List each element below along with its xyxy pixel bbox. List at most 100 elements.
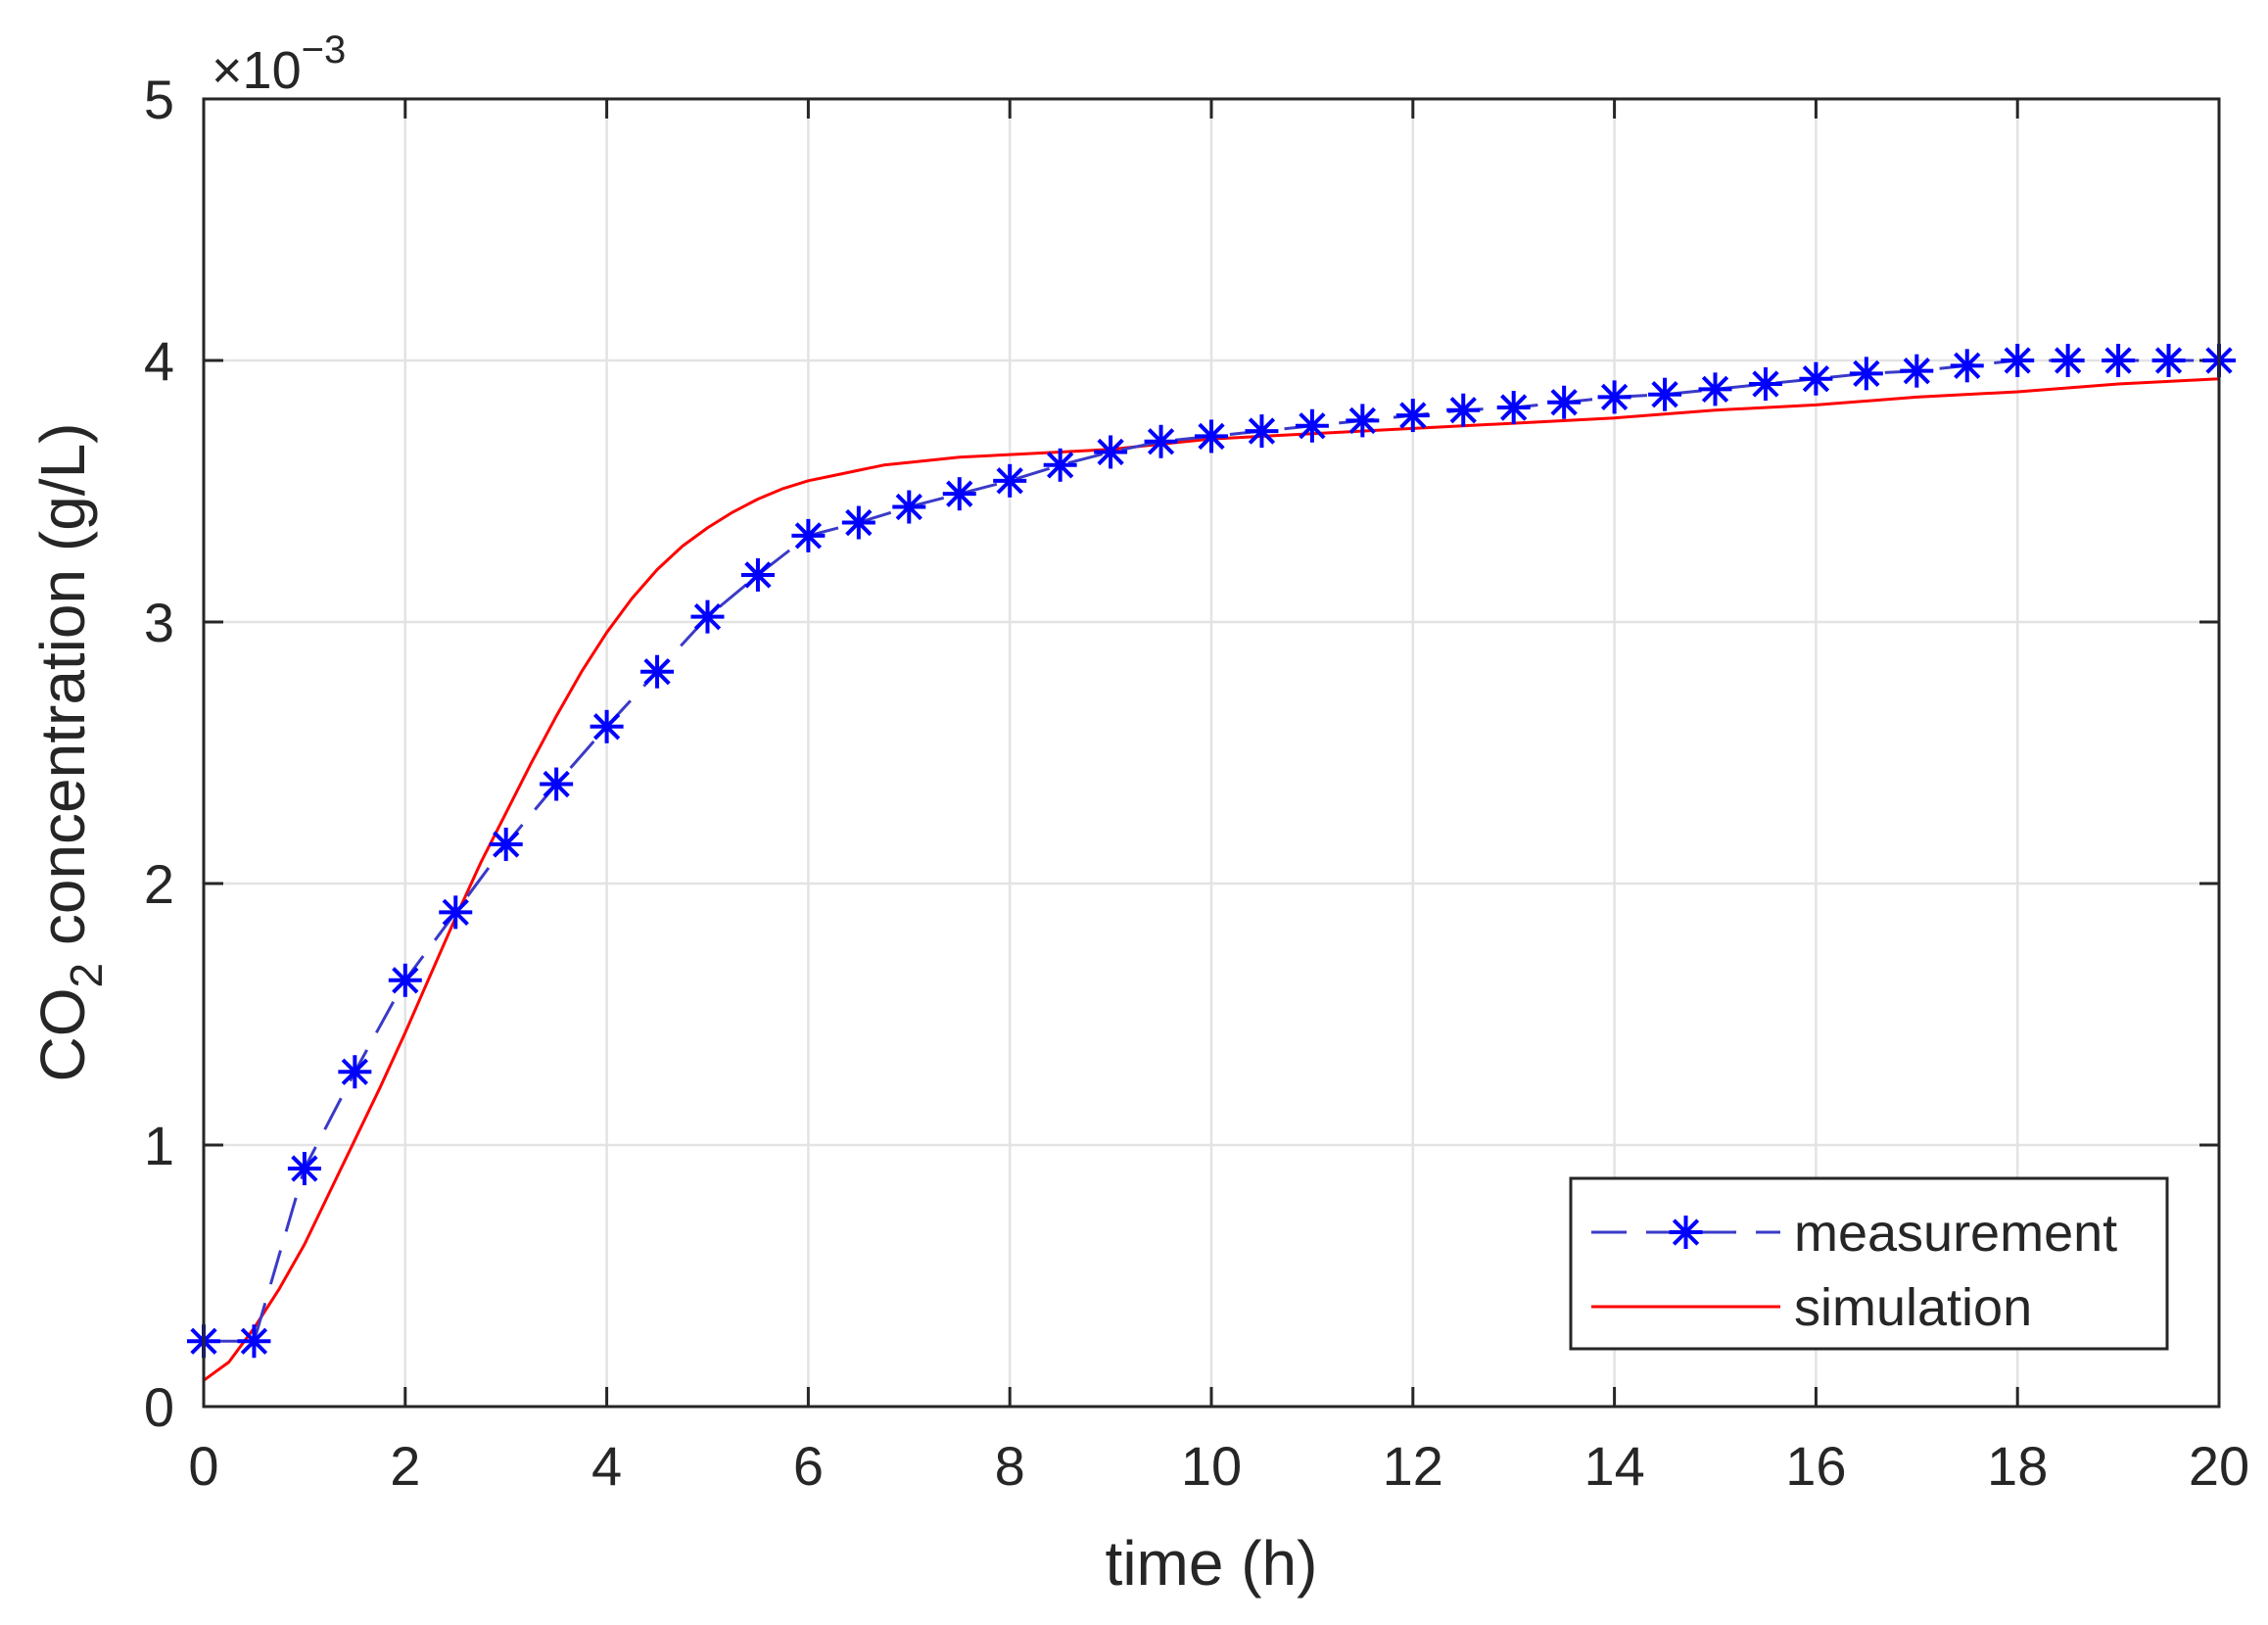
marker-stroke	[1651, 381, 1678, 408]
marker-stroke	[1903, 358, 1930, 385]
y-tick-label: 4	[144, 330, 174, 392]
y-tick-label: 0	[144, 1376, 174, 1438]
marker-stroke	[1701, 375, 1729, 404]
marker-stroke	[592, 713, 621, 741]
y-exponent-label: ×10−3	[212, 28, 346, 100]
marker-stroke	[2154, 347, 2183, 374]
measurement-point	[338, 1055, 372, 1089]
x-tick-label: 10	[1181, 1435, 1242, 1497]
measurement-point	[2151, 344, 2186, 377]
series-measurement	[187, 344, 2236, 1359]
measurement-point	[1648, 377, 1682, 411]
y-tick-label: 3	[144, 592, 174, 653]
measurement-point	[1496, 391, 1531, 425]
measurement-point	[439, 895, 473, 930]
measurement-point	[1346, 404, 1380, 438]
x-tick-label: 16	[1785, 1435, 1846, 1497]
marker-stroke	[1097, 438, 1124, 466]
measurement-point	[2051, 344, 2085, 377]
measurement-point	[1295, 408, 1329, 443]
marker-stroke	[1752, 370, 1779, 398]
axes-box	[202, 97, 2221, 1409]
marker-stroke	[996, 467, 1023, 495]
x-tick-label: 4	[591, 1435, 622, 1497]
measurement-point	[1144, 424, 1178, 458]
measurement-point	[1748, 367, 1782, 402]
marker-stroke	[2104, 347, 2132, 374]
marker-stroke	[1046, 452, 1074, 479]
marker-stroke	[291, 1155, 318, 1182]
marker-stroke	[1198, 422, 1225, 451]
legend-box	[1569, 1176, 2169, 1351]
marker-stroke	[946, 480, 973, 507]
measurement-point	[1094, 435, 1128, 469]
marker-stroke	[643, 658, 671, 686]
x-axis-title: time (h)	[1106, 1528, 1318, 1599]
marker-stroke	[1248, 417, 1276, 445]
marker-stroke	[392, 967, 419, 994]
x-tick-label: 6	[793, 1435, 824, 1497]
marker-stroke	[1399, 402, 1427, 429]
legend: measurement simulation	[1569, 1176, 2169, 1351]
marker-stroke	[1147, 428, 1175, 455]
measurement-point	[1698, 372, 1732, 406]
marker-stroke	[493, 831, 520, 858]
measurement-point	[1597, 380, 1631, 414]
marker-stroke	[341, 1058, 369, 1085]
x-tick-label: 14	[1583, 1435, 1644, 1497]
marker-stroke	[744, 561, 772, 589]
measurement-point	[1849, 357, 1883, 391]
marker-stroke	[2004, 347, 2031, 374]
measurement-point	[388, 963, 422, 997]
marker-stroke	[1500, 394, 1528, 421]
measurement-point	[841, 505, 875, 540]
marker-stroke	[1672, 1219, 1700, 1246]
measurement-point	[2001, 344, 2035, 377]
measurement-point	[1195, 419, 1228, 454]
measurement-point	[690, 599, 725, 634]
legend-measurement-label: measurement	[1794, 1204, 2117, 1263]
y-tick-label: 5	[144, 69, 174, 130]
measurement-point	[590, 709, 624, 743]
marker-stroke	[240, 1327, 268, 1355]
marker-stroke	[895, 493, 922, 521]
measurement-line	[204, 358, 2219, 1343]
measurement-point	[2102, 344, 2136, 377]
y-tick-label: 2	[144, 853, 174, 915]
measurement-point	[942, 477, 976, 511]
marker-stroke	[1802, 365, 1830, 393]
measurement-point	[1043, 448, 1077, 482]
marker-stroke	[543, 770, 570, 798]
x-tick-label: 18	[1987, 1435, 2048, 1497]
marker-stroke	[794, 522, 823, 550]
marker-stroke	[1954, 352, 1981, 379]
marker-stroke	[1853, 359, 1880, 388]
x-tick-label: 2	[390, 1435, 420, 1497]
measurement-point	[1245, 414, 1279, 449]
x-tick-label: 0	[188, 1435, 218, 1497]
measurement-point	[1446, 393, 1481, 427]
measurement-point	[237, 1324, 271, 1359]
measurement-point	[740, 557, 775, 592]
y-tick-label: 1	[144, 1115, 174, 1176]
simulation-line	[203, 377, 2220, 1382]
legend-marker	[1669, 1216, 1703, 1249]
marker-stroke	[1449, 397, 1477, 424]
marker-stroke	[845, 508, 873, 537]
x-tick-label: 20	[2189, 1435, 2249, 1497]
measurement-point	[1799, 361, 1833, 396]
measurement-point	[640, 654, 675, 689]
measurement-point	[1395, 399, 1430, 433]
series-simulation	[203, 377, 2220, 1382]
marker-stroke	[442, 898, 469, 927]
measurement-point	[1950, 349, 1984, 383]
y-axis-title: CO2 concentration (g/L)	[27, 423, 112, 1082]
x-tick-label: 12	[1383, 1435, 1443, 1497]
measurement-point	[1900, 354, 1934, 388]
measurement-point	[993, 463, 1027, 498]
measurement-point	[1547, 385, 1582, 419]
measurement-point	[791, 518, 826, 552]
measurement-point	[287, 1152, 321, 1186]
measurement-point	[540, 767, 574, 801]
